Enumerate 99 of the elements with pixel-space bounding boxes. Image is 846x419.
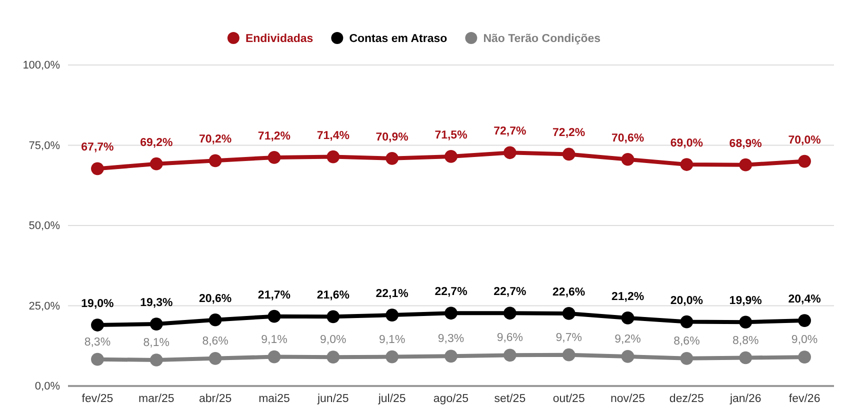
data-label: 72,7% (494, 126, 526, 138)
data-label: 71,5% (434, 129, 468, 142)
data-label: 9,0% (320, 334, 346, 346)
point (150, 354, 163, 366)
point (91, 352, 104, 366)
data-label: 72,2% (552, 127, 586, 140)
data-label: 21,2% (611, 290, 644, 303)
x-tick-label: dez/25 (669, 393, 704, 406)
point (208, 352, 222, 365)
data-label: 20,0% (670, 294, 703, 307)
point (562, 307, 576, 320)
data-label: 9,6% (496, 332, 524, 344)
point (386, 152, 399, 165)
point (739, 351, 752, 364)
point (326, 350, 340, 364)
point (208, 313, 222, 326)
x-tick-label: abr/25 (199, 393, 232, 406)
point (680, 315, 694, 328)
data-label: 71,4% (316, 130, 350, 142)
point (208, 154, 222, 168)
data-label: 22,1% (376, 288, 408, 300)
data-label: 21,7% (258, 289, 291, 302)
point (621, 152, 634, 166)
x-tick-label: jan/26 (728, 393, 762, 406)
point (444, 350, 458, 363)
point (739, 316, 752, 329)
data-label: 9,3% (438, 333, 464, 346)
y-tick-label: 75,0% (28, 140, 60, 152)
point (798, 350, 811, 364)
y-tick-label: 0,0% (34, 380, 60, 393)
point (386, 308, 399, 322)
point (444, 150, 458, 163)
x-tick-label: nov/25 (610, 393, 646, 406)
x-tick-label: mar/25 (138, 393, 174, 406)
data-label: 9,2% (614, 333, 641, 346)
data-label: 22,6% (552, 286, 586, 298)
data-label: 19,3% (140, 297, 173, 310)
x-tick-label: jun/25 (316, 393, 349, 406)
x-tick-label: fev/26 (788, 393, 820, 406)
data-label: 20,4% (788, 294, 821, 306)
point (444, 306, 458, 320)
y-tick-label: 25,0% (28, 300, 60, 312)
point (798, 154, 811, 168)
point (621, 312, 634, 324)
y-tick-label: 50,0% (28, 220, 60, 232)
point (268, 151, 281, 164)
point (150, 157, 163, 170)
point (621, 350, 634, 363)
x-tick-label: fev/25 (82, 393, 114, 406)
data-label: 21,6% (316, 290, 350, 302)
point (739, 158, 752, 172)
data-label: 9,1% (378, 334, 406, 346)
data-label: 70,6% (611, 132, 644, 144)
data-label: 19,0% (81, 298, 114, 310)
x-tick-label: out/25 (552, 393, 585, 406)
data-label: 22,7% (494, 286, 526, 298)
data-label: 8,8% (732, 334, 759, 347)
data-label: 70,2% (199, 134, 232, 146)
y-tick-label: 100,0% (22, 60, 60, 72)
x-tick-label: mai25 (258, 393, 290, 406)
data-label: 67,7% (81, 142, 114, 154)
data-label: 8,6% (674, 335, 700, 348)
data-label: 69,0% (670, 138, 703, 150)
x-tick-label: ago/25 (433, 393, 469, 406)
point (562, 148, 576, 161)
point (386, 350, 399, 364)
data-label: 19,9% (729, 295, 762, 308)
data-label: 68,9% (729, 138, 762, 150)
data-label: 22,7% (434, 286, 468, 298)
data-label: 69,2% (140, 136, 173, 149)
legend-label: Endividadas (245, 33, 314, 45)
data-label: 71,2% (258, 130, 291, 142)
point (503, 146, 516, 160)
data-label: 8,3% (84, 336, 111, 348)
data-label: 8,1% (143, 337, 170, 349)
point (91, 162, 104, 176)
point (503, 306, 516, 320)
point (503, 348, 516, 362)
data-label: 9,1% (261, 334, 288, 346)
legend-label: Contas em Atraso (349, 33, 448, 45)
point (326, 150, 340, 164)
data-label: 9,0% (791, 334, 818, 346)
point (326, 310, 340, 324)
x-tick-label: set/25 (494, 393, 526, 406)
legend-label: Não Terão Condições (483, 33, 601, 45)
point (562, 348, 576, 362)
point (680, 158, 694, 171)
data-label: 70,9% (376, 131, 408, 144)
point (268, 350, 281, 364)
point (268, 310, 281, 323)
data-label: 9,7% (556, 332, 582, 344)
data-label: 8,6% (202, 335, 228, 348)
point (150, 318, 163, 330)
point (680, 352, 694, 365)
point (798, 314, 811, 327)
x-tick-label: jul/25 (377, 393, 406, 406)
data-label: 20,6% (199, 292, 232, 305)
point (91, 318, 104, 332)
data-label: 70,0% (788, 134, 821, 146)
